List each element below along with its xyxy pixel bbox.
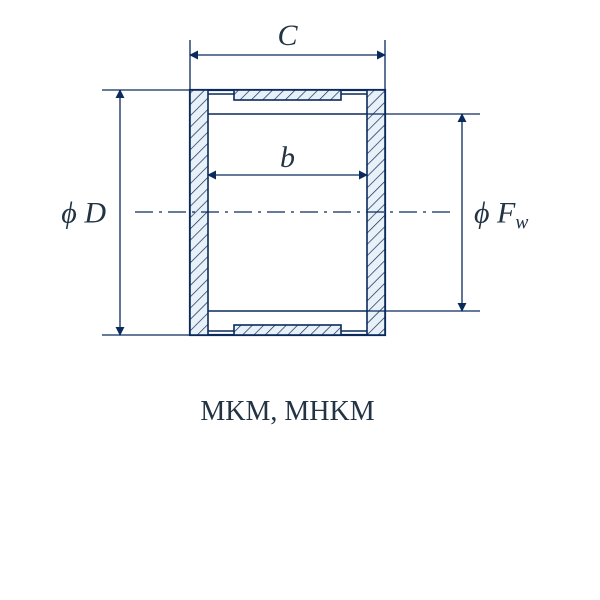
- caption: MKM, MHKM: [200, 396, 374, 427]
- label-phiD: ϕ D: [61, 197, 106, 230]
- label-phiFw: ϕ Fw: [474, 197, 528, 234]
- label-C: C: [277, 19, 298, 52]
- label-b: b: [280, 141, 295, 174]
